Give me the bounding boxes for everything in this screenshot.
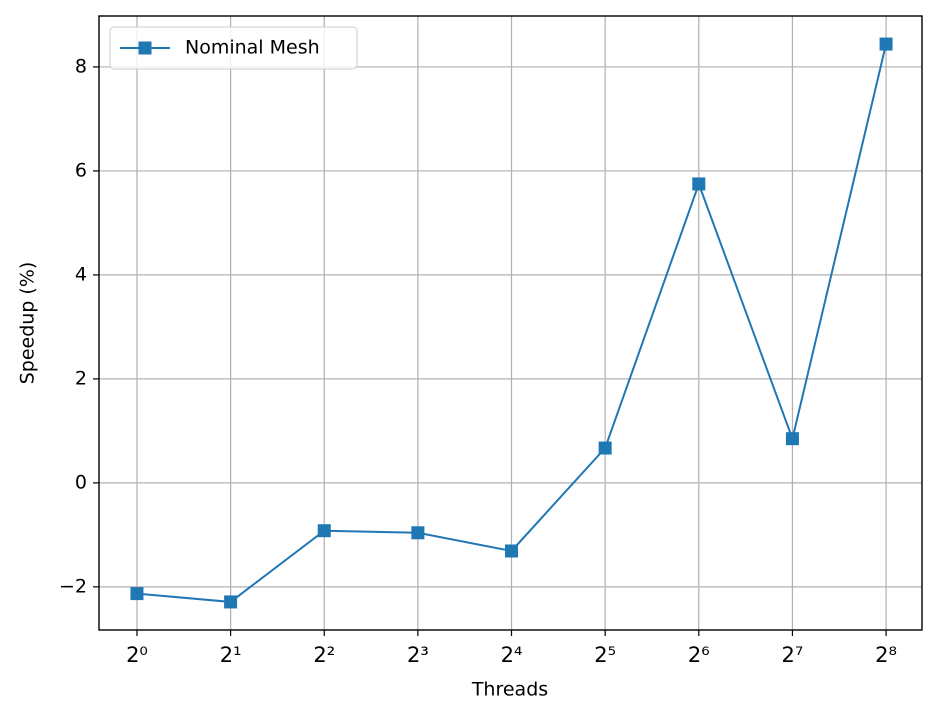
legend: Nominal Mesh [109, 26, 358, 70]
x-tick-label: 2⁰ [126, 643, 148, 667]
y-tick-label: 0 [75, 471, 87, 493]
y-tick-label: 4 [75, 263, 87, 285]
x-tick-label: 2⁸ [875, 643, 897, 667]
x-tick-label: 2¹ [220, 643, 242, 667]
x-tick-label: 2² [313, 643, 335, 667]
marker [785, 432, 799, 446]
plot-frame [98, 15, 923, 631]
marker [505, 544, 519, 558]
y-tick-label: −2 [59, 575, 87, 597]
legend-box [109, 26, 358, 70]
x-axis-label: Threads [471, 679, 548, 701]
x-tick-label: 2⁷ [782, 643, 804, 667]
y-axis-label: Speedup (%) [17, 262, 39, 385]
marker [879, 37, 893, 51]
marker [598, 441, 612, 455]
x-tick-label: 2³ [407, 643, 429, 667]
legend-label: Nominal Mesh [185, 37, 320, 59]
y-tick-label: 2 [75, 367, 87, 389]
marker [130, 587, 144, 601]
x-tick-label: 2⁶ [688, 643, 710, 667]
legend-marker [138, 41, 152, 55]
x-tick-label: 2⁴ [501, 643, 523, 667]
x-tick-label: 2⁵ [594, 643, 616, 667]
marker [411, 526, 425, 540]
marker [317, 524, 331, 538]
y-tick-label: 8 [75, 55, 87, 77]
y-tick-label: 6 [75, 159, 87, 181]
marker [224, 595, 238, 609]
marker [692, 177, 706, 191]
